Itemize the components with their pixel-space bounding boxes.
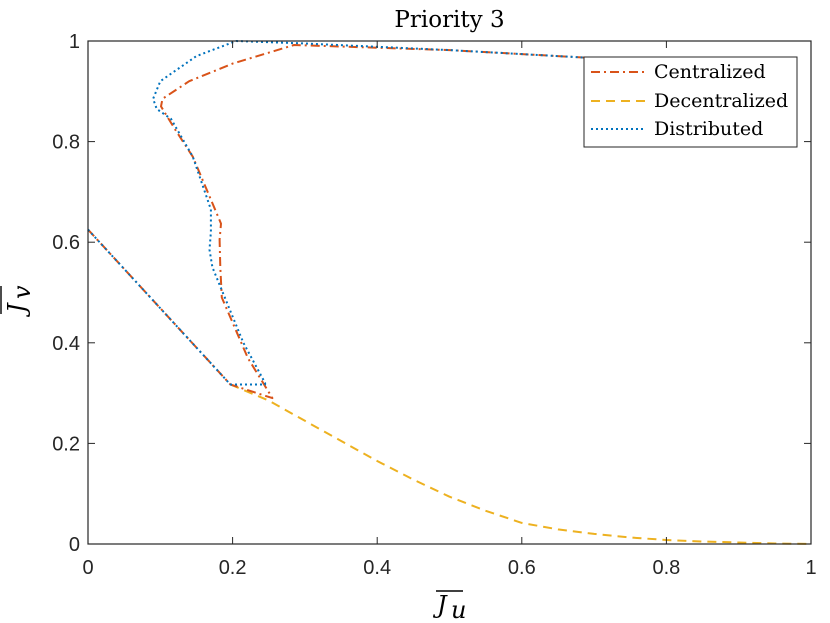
ticks-layer: 0 0.2 0.4 0.6 0.8 1 0 0.2 0.4 0.6 0.8 1 xyxy=(52,31,816,579)
legend-label-distributed: Distributed xyxy=(654,118,763,140)
y-tick-label: 0.8 xyxy=(52,132,80,154)
y-tick-label: 0.6 xyxy=(52,232,80,254)
x-tick-label: 0.2 xyxy=(219,557,247,579)
x-axis-label-text: J xyxy=(432,591,448,619)
legend-label-decentralized: Decentralized xyxy=(654,90,788,112)
x-tick-label: 0.8 xyxy=(652,557,680,579)
axes-box xyxy=(87,40,812,545)
y-tick-label: 0.2 xyxy=(52,433,80,455)
y-axis-label-text: J xyxy=(3,302,31,318)
legend: Centralized Decentralized Distributed xyxy=(583,56,798,148)
chart-title: Priority 3 xyxy=(394,7,504,33)
x-tick-label: 0.4 xyxy=(363,557,391,579)
y-axis-label-subscript: v xyxy=(8,285,36,299)
x-tick-label: 1 xyxy=(805,557,816,579)
y-tick-label: 0.4 xyxy=(52,333,80,355)
x-axis-label-subscript: u xyxy=(451,596,466,623)
y-tick-label: 1 xyxy=(69,31,80,53)
y-axis-label: J v xyxy=(0,285,36,318)
series-line-decentralized xyxy=(230,383,812,545)
series-line-centralized xyxy=(87,44,595,400)
x-axis-label: J u xyxy=(432,590,466,623)
y-tick-label: 0 xyxy=(69,534,80,556)
legend-label-centralized: Centralized xyxy=(654,61,766,83)
x-tick-label: 0 xyxy=(82,557,93,579)
legend-box xyxy=(583,56,798,148)
x-tick-label: 0.6 xyxy=(508,557,536,579)
